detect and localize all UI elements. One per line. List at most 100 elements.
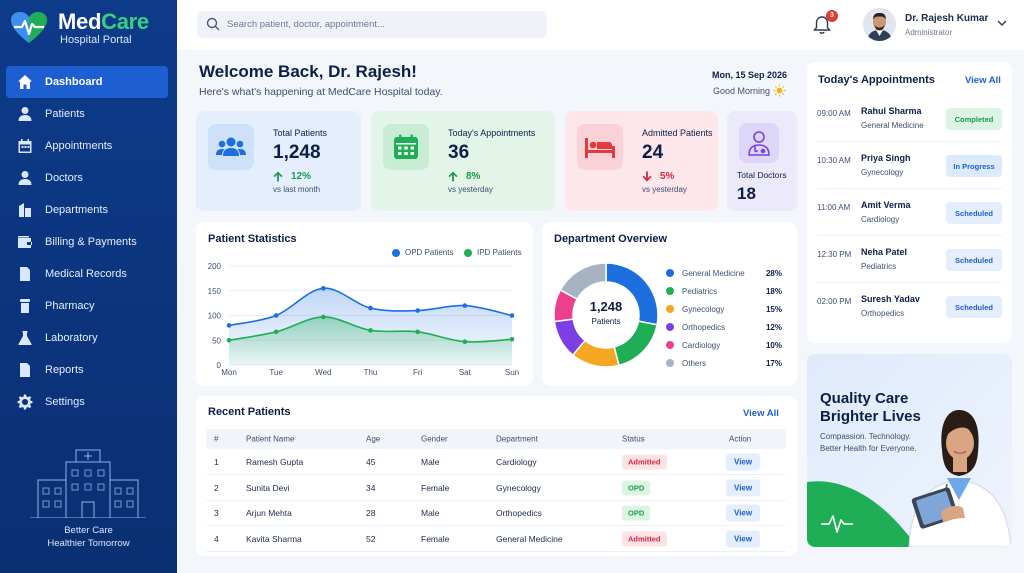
patient-gender: Male <box>421 508 440 518</box>
department-legend-item: Cardiology 10% <box>666 336 782 354</box>
data-point[interactable] <box>415 329 420 335</box>
row-number: 4 <box>214 533 219 544</box>
bell-icon[interactable] <box>813 15 831 35</box>
sidebar-item-reports[interactable]: Reports <box>6 354 168 386</box>
card-title: Today's Appointments <box>818 74 935 86</box>
view-patient-button[interactable]: View <box>726 530 761 547</box>
department-donut-chart <box>553 262 659 368</box>
search-bar[interactable] <box>197 11 547 38</box>
sidebar-tagline: Better Care Healthier Tomorrow <box>47 525 130 549</box>
patient-name[interactable]: Sunita Devi <box>246 482 290 493</box>
data-point[interactable] <box>321 314 326 320</box>
table-row: 3 Arjun Mehta 28 Male Orthopedics OPD View <box>206 501 786 526</box>
y-tick-label: 100 <box>208 312 222 321</box>
sidebar-item-label: Appointments <box>45 140 113 152</box>
page-subtitle: Here's what's happening at MedCare Hospi… <box>199 86 443 98</box>
data-point[interactable] <box>509 313 515 318</box>
sidebar-item-doctors[interactable]: Doctors <box>6 162 168 194</box>
view-patient-button[interactable]: View <box>726 479 761 496</box>
sidebar-item-billing-payments[interactable]: Billing & Payments <box>6 226 168 258</box>
brand-logo[interactable]: MedCare Hospital Portal <box>10 9 170 49</box>
patient-gender: Female <box>421 482 450 493</box>
chevron-down-icon[interactable] <box>997 19 1007 27</box>
y-tick-label: 0 <box>217 361 222 370</box>
data-point[interactable] <box>509 336 515 342</box>
view-patient-button[interactable]: View <box>726 453 761 471</box>
appointment-item[interactable]: 09:00 AM Rahul Sharma General Medicine Comp… <box>817 95 1002 142</box>
patient-name[interactable]: Arjun Mehta <box>246 508 292 518</box>
appointment-patient: Suresh Yadav <box>861 294 920 304</box>
department-legend-item: Gynecology 15% <box>666 300 782 318</box>
calendar-icon <box>394 134 418 159</box>
arrow-down-icon <box>642 171 652 182</box>
department-legend-item: Pediatrics 18% <box>666 282 782 300</box>
data-point[interactable] <box>368 328 373 333</box>
brand-subtitle: Hospital Portal <box>60 34 132 46</box>
patient-gender: Female <box>421 533 450 544</box>
recent-patients-card: Recent Patients View All # Patient Name … <box>196 396 797 556</box>
stat-change: 5% <box>642 171 674 182</box>
wallet-icon <box>18 236 32 248</box>
sidebar-item-dashboard[interactable]: Dashboard <box>6 66 168 98</box>
view-all-patients-link[interactable]: View All <box>743 408 779 419</box>
sidebar-item-settings[interactable]: Settings <box>6 386 168 418</box>
sidebar-item-medical-records[interactable]: Medical Records <box>6 258 168 290</box>
patient-name[interactable]: Ramesh Gupta <box>246 457 304 467</box>
user-name[interactable]: Dr. Rajesh Kumar <box>905 13 989 24</box>
stat-card-total-patients[interactable]: Total Patients 1,248 12% vs last month <box>196 111 361 211</box>
department-legend-item: Orthopedics 12% <box>666 318 782 336</box>
donut-slice[interactable] <box>613 320 658 367</box>
sidebar: MedCare Hospital Portal Dashboard Patient… <box>0 0 177 573</box>
appointment-item[interactable]: 12:30 PM Neha Patel Pediatrics Scheduled <box>817 236 1002 283</box>
topbar: 3 Dr. Rajesh Kumar Administrator <box>177 0 1024 50</box>
data-point[interactable] <box>226 323 232 328</box>
department-legend-item: General Medicine 28% <box>666 264 782 282</box>
stat-change: 12% <box>273 171 311 182</box>
stat-card-total-doctors[interactable]: Total Doctors 18 <box>727 111 797 211</box>
x-tick-label: Thu <box>364 368 378 377</box>
data-point[interactable] <box>273 329 279 335</box>
data-point[interactable] <box>462 339 468 345</box>
appointment-patient: Priya Singh <box>861 153 911 163</box>
view-all-appointments-link[interactable]: View All <box>965 75 1001 86</box>
appointment-status-badge: Scheduled <box>946 202 1002 224</box>
sidebar-item-appointments[interactable]: Appointments <box>6 130 168 162</box>
status-badge: OPD <box>622 480 651 495</box>
sun-icon <box>773 84 786 97</box>
stat-card-admitted-patients[interactable]: Admitted Patients 24 5% vs yesterday <box>565 111 718 211</box>
stat-value: 36 <box>448 142 470 163</box>
stat-compare: vs yesterday <box>448 185 493 194</box>
sidebar-item-label: Pharmacy <box>45 300 95 312</box>
sidebar-item-departments[interactable]: Departments <box>6 194 168 226</box>
x-tick-label: Mon <box>221 368 237 377</box>
appointment-item[interactable]: 10:30 AM Priya Singh Gynecology In Progress <box>817 142 1002 189</box>
sidebar-item-laboratory[interactable]: Laboratory <box>6 322 168 354</box>
patient-name[interactable]: Kavita Sharma <box>246 533 302 544</box>
appointment-department: Cardiology <box>861 215 900 224</box>
sidebar-item-patients[interactable]: Patients <box>6 98 168 130</box>
sidebar-item-label: Settings <box>45 396 85 408</box>
appointment-status-badge: Scheduled <box>946 249 1002 271</box>
page-title: Welcome Back, Dr. Rajesh! <box>199 62 417 81</box>
avatar[interactable] <box>863 8 896 41</box>
data-point[interactable] <box>462 303 468 308</box>
data-point[interactable] <box>321 285 326 291</box>
data-point[interactable] <box>226 337 232 343</box>
sidebar-item-pharmacy[interactable]: Pharmacy <box>6 290 168 322</box>
data-point[interactable] <box>368 305 373 311</box>
appointment-item[interactable]: 11:00 AM Amit Verma Cardiology Scheduled <box>817 189 1002 236</box>
sidebar-item-label: Medical Records <box>45 268 127 280</box>
patient-department: Orthopedics <box>496 508 542 518</box>
row-number: 3 <box>214 508 219 518</box>
data-point[interactable] <box>273 313 279 318</box>
appointment-patient: Rahul Sharma <box>861 106 922 116</box>
data-point[interactable] <box>415 308 420 313</box>
donut-slice[interactable] <box>559 262 607 301</box>
user-role: Administrator <box>905 28 953 37</box>
patient-age: 28 <box>366 508 376 518</box>
view-patient-button[interactable]: View <box>726 504 761 522</box>
search-input[interactable] <box>227 15 537 34</box>
donut-slice[interactable] <box>605 262 659 326</box>
stat-card-todays-appointments[interactable]: Today's Appointments 36 8% vs yesterday <box>371 111 555 211</box>
appointment-item[interactable]: 02:00 PM Suresh Yadav Orthopedics Scheduled <box>817 283 1002 330</box>
